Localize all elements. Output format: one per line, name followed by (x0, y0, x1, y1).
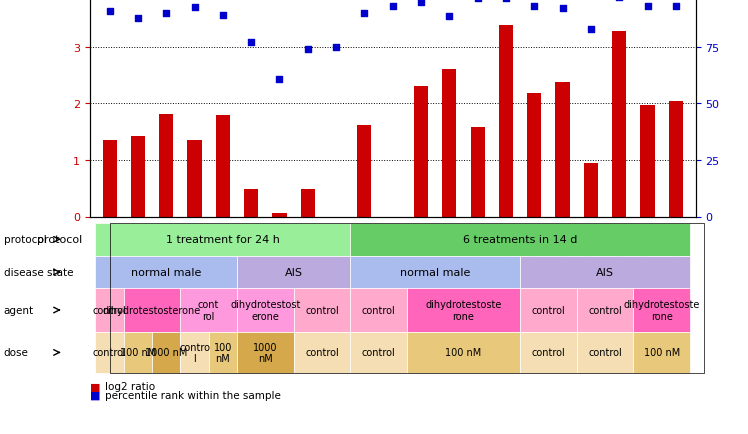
Text: control: control (93, 348, 126, 358)
Text: control: control (305, 306, 339, 315)
Text: dihydrotestoste
rone: dihydrotestoste rone (426, 299, 502, 321)
Point (387, 3, 399, 10)
Point (415, 0, 427, 7)
Text: control: control (588, 306, 622, 315)
Point (160, 10, 172, 17)
Text: ■: ■ (90, 381, 100, 391)
Point (330, 44, 342, 51)
Bar (640, 105, 654, 217)
Bar (527, 93, 542, 217)
Text: cont
rol: cont rol (198, 299, 219, 321)
Text: protocol: protocol (37, 235, 82, 245)
Text: 1000 nM: 1000 nM (145, 348, 188, 358)
Point (585, 27, 597, 34)
Point (188, 4, 200, 11)
Bar (131, 136, 145, 217)
Text: dihydrotestoste
rone: dihydrotestoste rone (624, 299, 700, 321)
Point (358, 10, 370, 17)
Point (642, 3, 654, 10)
Bar (442, 70, 456, 217)
Bar (414, 87, 428, 217)
Text: 100 nM: 100 nM (445, 348, 482, 358)
Bar (612, 32, 626, 217)
Text: control: control (305, 348, 339, 358)
Text: AIS: AIS (284, 267, 303, 277)
Text: dihydrotestosterone: dihydrotestosterone (103, 306, 201, 315)
Text: 100
nM: 100 nM (214, 342, 232, 363)
Text: 100 nM: 100 nM (643, 348, 680, 358)
Point (217, 12, 229, 19)
Text: percentile rank within the sample: percentile rank within the sample (105, 390, 280, 400)
Text: 1 treatment for 24 h: 1 treatment for 24 h (166, 235, 280, 245)
Text: dihydrotestost
erone: dihydrotestost erone (230, 299, 301, 321)
Bar (244, 189, 258, 217)
Text: 1000
nM: 1000 nM (253, 342, 278, 363)
Text: normal male: normal male (131, 267, 201, 277)
Bar (272, 213, 286, 217)
Text: agent: agent (4, 306, 34, 315)
Point (500, 0, 512, 2)
Text: 6 treatments in 14 d: 6 treatments in 14 d (463, 235, 577, 245)
Point (103, 9, 115, 16)
Text: protocol: protocol (4, 235, 46, 245)
Bar (301, 189, 315, 217)
Text: log2 ratio: log2 ratio (105, 381, 155, 391)
Point (132, 16, 144, 23)
Text: control: control (362, 348, 396, 358)
Bar (556, 83, 570, 217)
Text: control: control (362, 306, 396, 315)
Bar (583, 163, 598, 217)
Text: normal male: normal male (400, 267, 470, 277)
Point (472, 0, 484, 3)
Bar (470, 128, 485, 217)
Text: 100 nM: 100 nM (120, 348, 156, 358)
Text: control: control (532, 306, 565, 315)
Bar (159, 114, 174, 217)
Bar (102, 141, 117, 217)
Point (245, 39, 257, 46)
Text: AIS: AIS (596, 267, 614, 277)
Bar (188, 140, 202, 217)
Point (301, 46, 313, 53)
Text: disease state: disease state (4, 267, 73, 277)
Point (444, 13, 456, 20)
Bar (499, 26, 513, 217)
Point (670, 3, 682, 10)
Text: control: control (93, 306, 126, 315)
Bar (358, 125, 372, 217)
Bar (215, 116, 230, 217)
Point (557, 6, 568, 13)
Text: control: control (588, 348, 622, 358)
Bar (669, 101, 683, 217)
Text: contro
l: contro l (179, 342, 210, 363)
Point (528, 3, 540, 10)
Text: ■: ■ (90, 390, 100, 400)
Point (274, 76, 286, 83)
Point (613, 0, 625, 1)
Text: dose: dose (4, 348, 28, 358)
Text: control: control (532, 348, 565, 358)
